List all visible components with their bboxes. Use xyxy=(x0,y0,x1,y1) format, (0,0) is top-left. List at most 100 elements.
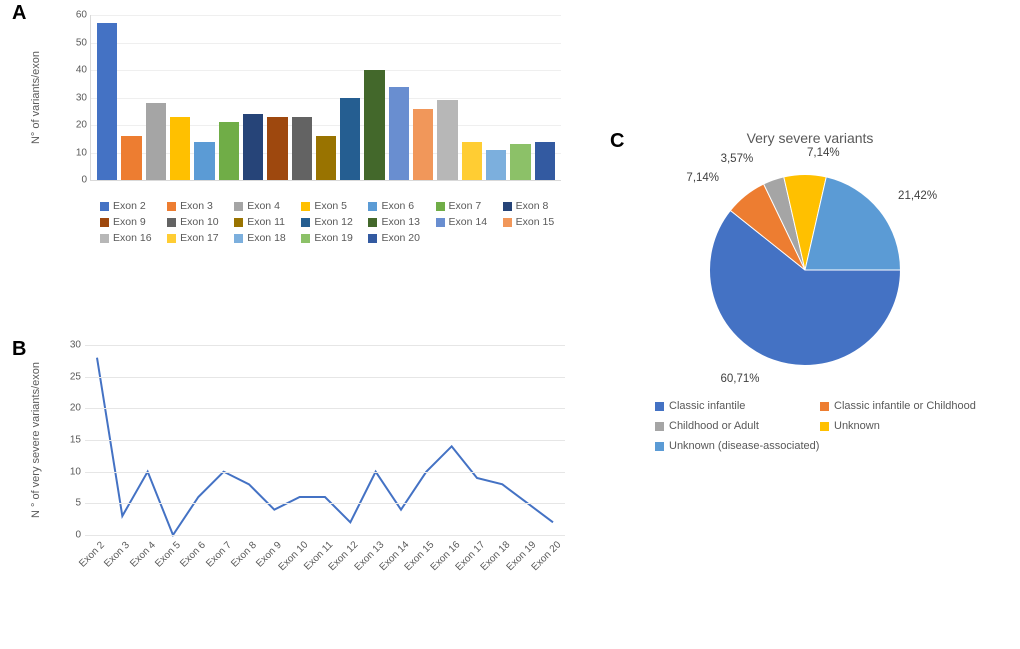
legend-swatch xyxy=(503,202,512,211)
panel-a-legend-item: Exon 10 xyxy=(167,216,234,228)
pie-slice-percent-label: 7,14% xyxy=(686,172,719,184)
panel-a-legend-item: Exon 3 xyxy=(167,200,234,212)
legend-label: Unknown (disease-associated) xyxy=(669,440,819,452)
panel-a-legend-item: Exon 2 xyxy=(100,200,167,212)
legend-swatch xyxy=(436,218,445,227)
panel-c-title: Very severe variants xyxy=(620,130,1000,146)
panel-b-y-tick: 0 xyxy=(75,530,85,541)
panel-a-legend-item: Exon 9 xyxy=(100,216,167,228)
legend-swatch xyxy=(436,202,445,211)
legend-label: Exon 14 xyxy=(449,216,488,228)
panel-a-y-axis-label: N° of variants/exon xyxy=(30,15,42,180)
legend-swatch xyxy=(820,422,829,431)
legend-swatch xyxy=(368,234,377,243)
panel-a-legend-item: Exon 11 xyxy=(234,216,301,228)
legend-swatch xyxy=(655,422,664,431)
panel-b-x-tick-label: Exon 2 xyxy=(77,540,107,570)
panel-a-y-tick: 40 xyxy=(76,65,91,76)
legend-swatch xyxy=(820,402,829,411)
panel-a-gridline xyxy=(91,15,561,16)
legend-swatch xyxy=(503,218,512,227)
panel-a-y-tick: 60 xyxy=(76,10,91,21)
panel-a-y-tick: 50 xyxy=(76,37,91,48)
pie-slice-percent-label: 7,14% xyxy=(807,147,840,159)
panel-c-legend-item: Unknown xyxy=(820,420,985,432)
legend-swatch xyxy=(167,202,176,211)
panel-a-bar xyxy=(535,142,555,181)
panel-a-bar xyxy=(413,109,433,181)
legend-label: Exon 16 xyxy=(113,232,152,244)
legend-swatch xyxy=(100,202,109,211)
panel-c-legend-item: Classic infantile xyxy=(655,400,820,412)
panel-b-line-chart: N ° of very severe variants/exon 0510152… xyxy=(30,340,580,640)
panel-b-y-tick: 30 xyxy=(70,340,85,351)
pie-slice-percent-label: 3,57% xyxy=(721,153,754,165)
pie-slice-percent-label: 60,71% xyxy=(721,373,760,385)
panel-a-legend-item: Exon 7 xyxy=(436,200,503,212)
legend-swatch xyxy=(368,218,377,227)
panel-a-bar xyxy=(170,117,190,180)
legend-label: Exon 17 xyxy=(180,232,219,244)
legend-swatch xyxy=(301,234,310,243)
legend-swatch xyxy=(234,202,243,211)
legend-label: Unknown xyxy=(834,420,880,432)
panel-b-y-tick: 20 xyxy=(70,403,85,414)
panel-b-gridline xyxy=(85,408,565,409)
legend-swatch xyxy=(301,202,310,211)
panel-b-x-tick-label: Exon 3 xyxy=(103,540,133,570)
panel-a-gridline xyxy=(91,43,561,44)
legend-label: Classic infantile xyxy=(669,400,745,412)
legend-swatch xyxy=(368,202,377,211)
legend-label: Exon 10 xyxy=(180,216,219,228)
legend-swatch xyxy=(100,218,109,227)
panel-a-bar-chart: N° of variants/exon 0102030405060 Exon 2… xyxy=(30,5,580,295)
panel-b-plot-area: 051015202530 xyxy=(85,345,565,535)
panel-c-legend-item: Childhood or Adult xyxy=(655,420,820,432)
panel-a-bar xyxy=(97,23,117,180)
legend-swatch xyxy=(234,234,243,243)
legend-swatch xyxy=(655,442,664,451)
panel-a-legend-item: Exon 4 xyxy=(234,200,301,212)
panel-c-pie xyxy=(700,165,910,375)
pie-slice-percent-label: 21,42% xyxy=(898,190,937,202)
panel-a-legend-item: Exon 16 xyxy=(100,232,167,244)
panel-b-gridline xyxy=(85,535,565,536)
panel-b-x-tick-label: Exon 8 xyxy=(229,540,259,570)
panel-a-legend-item: Exon 17 xyxy=(167,232,234,244)
legend-label: Exon 3 xyxy=(180,200,213,212)
panel-b-x-labels: Exon 2Exon 3Exon 4Exon 5Exon 6Exon 7Exon… xyxy=(85,540,565,620)
panel-a-bar xyxy=(219,122,239,180)
legend-label: Exon 19 xyxy=(314,232,353,244)
panel-b-x-tick-label: Exon 5 xyxy=(153,540,183,570)
panel-a-bar xyxy=(389,87,409,181)
legend-label: Classic infantile or Childhood xyxy=(834,400,976,412)
panel-a-legend-item: Exon 5 xyxy=(301,200,368,212)
panel-b-y-tick: 15 xyxy=(70,435,85,446)
panel-a-gridline xyxy=(91,98,561,99)
legend-label: Exon 9 xyxy=(113,216,146,228)
panel-a-bar xyxy=(510,144,530,180)
panel-a-legend-item: Exon 15 xyxy=(503,216,570,228)
legend-label: Exon 7 xyxy=(449,200,482,212)
panel-c-pie-chart: Very severe variants Classic infantile Cl… xyxy=(620,130,1000,480)
legend-label: Exon 12 xyxy=(314,216,353,228)
panel-a-gridline xyxy=(91,70,561,71)
panel-a-label: A xyxy=(12,2,26,25)
panel-b-series-line xyxy=(97,358,553,535)
panel-a-y-tick: 20 xyxy=(76,120,91,131)
panel-b-gridline xyxy=(85,503,565,504)
panel-a-bar xyxy=(146,103,166,180)
legend-swatch xyxy=(234,218,243,227)
panel-b-y-tick: 10 xyxy=(70,466,85,477)
panel-a-legend-item: Exon 6 xyxy=(368,200,435,212)
panel-a-bar xyxy=(243,114,263,180)
panel-a-legend-item: Exon 12 xyxy=(301,216,368,228)
legend-label: Exon 8 xyxy=(516,200,549,212)
panel-a-y-tick: 0 xyxy=(81,175,91,186)
legend-swatch xyxy=(655,402,664,411)
panel-b-gridline xyxy=(85,472,565,473)
panel-a-bar xyxy=(121,136,141,180)
panel-b-x-tick-label: Exon 6 xyxy=(179,540,209,570)
panel-b-gridline xyxy=(85,345,565,346)
legend-swatch xyxy=(167,218,176,227)
